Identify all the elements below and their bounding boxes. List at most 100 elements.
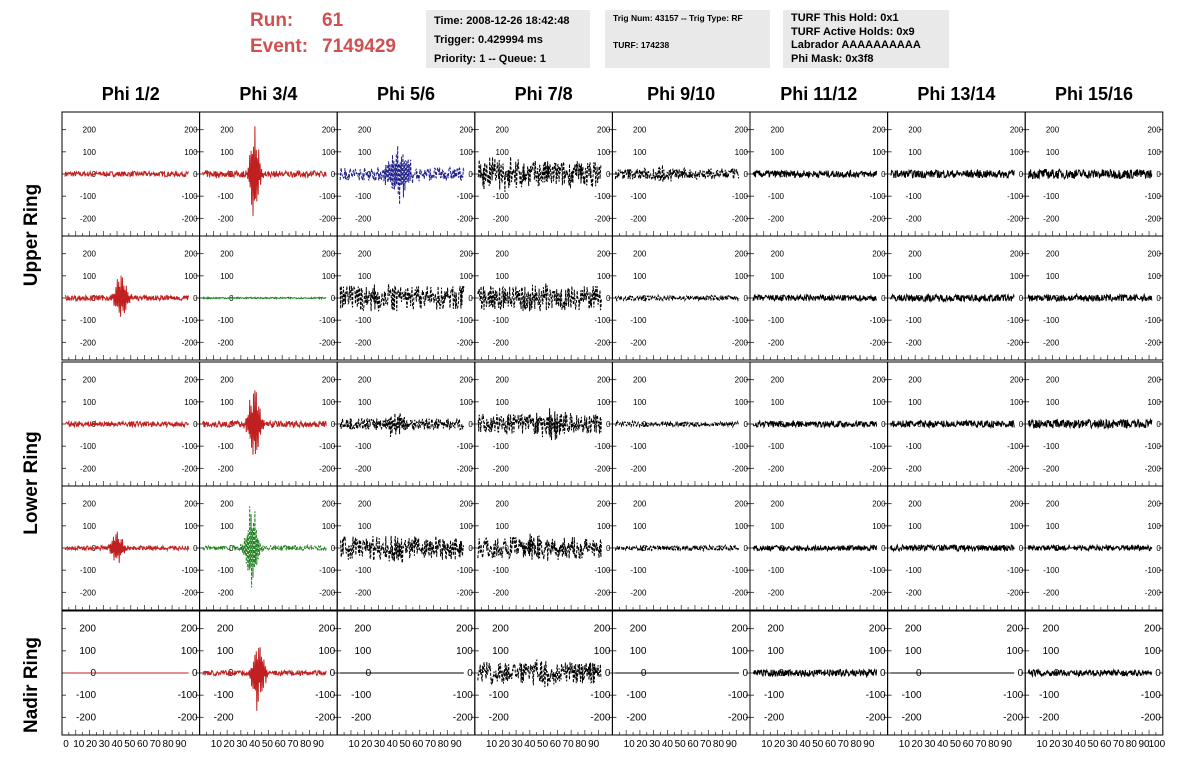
- y-tick-label: 100: [1010, 148, 1024, 157]
- y-tick-label: 200: [495, 250, 509, 259]
- y-tick-label: 100: [495, 522, 509, 531]
- x-tick-label: 80: [575, 739, 587, 750]
- y-tick-label: 100: [908, 272, 922, 281]
- y-tick-label: -100: [768, 316, 785, 325]
- y-tick-label: -100: [457, 442, 474, 451]
- y-tick-label: 200: [767, 624, 784, 635]
- run-event-box: Run: 61 Event: 7149429: [250, 8, 420, 66]
- x-tick-label: 40: [799, 739, 811, 750]
- y-tick-label: 100: [79, 646, 96, 657]
- y-tick-label: 100: [322, 398, 336, 407]
- turf-hold-line: TURF This Hold: 0x1: [791, 12, 899, 24]
- y-tick-label: -200: [768, 588, 785, 597]
- x-tick-label: 10: [1036, 739, 1048, 750]
- y-tick-label: -200: [80, 338, 97, 347]
- y-tick-label: -200: [355, 588, 372, 597]
- y-tick-label: -200: [630, 464, 647, 473]
- y-tick-label: -200: [732, 464, 749, 473]
- y-tick-label: 200: [633, 250, 647, 259]
- y-tick-label: 0: [193, 294, 198, 303]
- y-tick-label: 0: [331, 170, 336, 179]
- y-tick-label: 200: [459, 376, 473, 385]
- y-tick-label: -100: [1007, 316, 1024, 325]
- y-tick-label: -100: [493, 442, 510, 451]
- y-tick-label: 0: [229, 294, 234, 303]
- y-tick-label: -100: [626, 690, 646, 701]
- x-tick-label: 70: [563, 739, 575, 750]
- y-tick-label: 200: [220, 500, 234, 509]
- x-tick-label: 50: [675, 739, 687, 750]
- y-tick-label: -200: [732, 214, 749, 223]
- y-tick-label: -100: [457, 316, 474, 325]
- run-label: Run:: [250, 10, 294, 31]
- x-tick-label: 30: [787, 739, 799, 750]
- y-tick-label: -200: [1007, 338, 1024, 347]
- y-tick-label: 0: [367, 294, 372, 303]
- waveform-trace: [614, 543, 740, 553]
- turf-active-line: TURF Active Holds: 0x9: [791, 25, 915, 38]
- y-tick-label: 0: [468, 420, 473, 429]
- y-tick-label: 100: [358, 522, 372, 531]
- y-tick-label: 200: [771, 500, 785, 509]
- y-tick-label: 100: [597, 148, 611, 157]
- y-tick-label: 0: [642, 294, 647, 303]
- y-tick-label: -100: [493, 192, 510, 201]
- x-tick-label: 50: [950, 739, 962, 750]
- waveform-trace: [202, 506, 327, 588]
- y-tick-label: 200: [872, 126, 886, 135]
- y-tick-label: -200: [728, 712, 748, 723]
- y-tick-label: 100: [908, 148, 922, 157]
- y-tick-label: -200: [80, 214, 97, 223]
- y-tick-label: 200: [869, 624, 886, 635]
- waveform-trace: [64, 275, 190, 317]
- y-tick-label: 100: [1010, 522, 1024, 531]
- y-tick-label: 100: [735, 398, 749, 407]
- y-tick-label: 0: [881, 294, 886, 303]
- y-tick-label: 100: [594, 646, 611, 657]
- y-tick-label: -100: [768, 566, 785, 575]
- y-tick-label: 200: [83, 500, 97, 509]
- y-tick-label: 200: [184, 376, 198, 385]
- y-tick-label: 100: [220, 522, 234, 531]
- y-tick-label: -200: [764, 712, 784, 723]
- x-tick-label: 20: [86, 739, 98, 750]
- y-tick-label: 100: [459, 398, 473, 407]
- y-tick-label: 200: [495, 500, 509, 509]
- y-tick-label: -200: [870, 464, 887, 473]
- x-tick-label: 10: [486, 739, 498, 750]
- y-tick-label: 200: [630, 624, 647, 635]
- y-tick-label: -100: [182, 442, 199, 451]
- y-tick-label: 200: [735, 500, 749, 509]
- y-tick-label: 100: [322, 272, 336, 281]
- y-tick-label: 0: [605, 668, 611, 679]
- waveform-trace: [477, 659, 602, 688]
- y-tick-label: -200: [902, 712, 922, 723]
- y-tick-label: 200: [83, 126, 97, 135]
- waveform-trace: [477, 283, 602, 312]
- y-tick-label: -200: [1043, 214, 1060, 223]
- y-tick-label: -200: [594, 588, 611, 597]
- waveform-trace: [615, 419, 740, 429]
- y-tick-label: 0: [642, 544, 647, 553]
- y-tick-label: 200: [1046, 500, 1060, 509]
- y-tick-label: 100: [220, 272, 234, 281]
- y-tick-label: -200: [870, 214, 887, 223]
- x-tick-label: 40: [1075, 739, 1087, 750]
- x-tick-label: 10: [899, 739, 911, 750]
- x-tick-label: 70: [150, 739, 162, 750]
- y-tick-label: -100: [906, 442, 923, 451]
- y-tick-label: -100: [1043, 192, 1060, 201]
- y-tick-label: 0: [744, 420, 749, 429]
- y-tick-label: 200: [1147, 376, 1161, 385]
- x-tick-label: 20: [912, 739, 924, 750]
- column-header-3: Phi 5/6: [376, 84, 435, 104]
- y-tick-label: 200: [597, 376, 611, 385]
- y-tick-label: -200: [493, 338, 510, 347]
- y-tick-label: 200: [217, 624, 234, 635]
- y-tick-label: 100: [771, 272, 785, 281]
- y-tick-label: 100: [184, 148, 198, 157]
- y-tick-label: -100: [493, 316, 510, 325]
- x-tick-label: 60: [687, 739, 699, 750]
- y-tick-label: -100: [457, 192, 474, 201]
- waveform-trace: [890, 418, 1015, 430]
